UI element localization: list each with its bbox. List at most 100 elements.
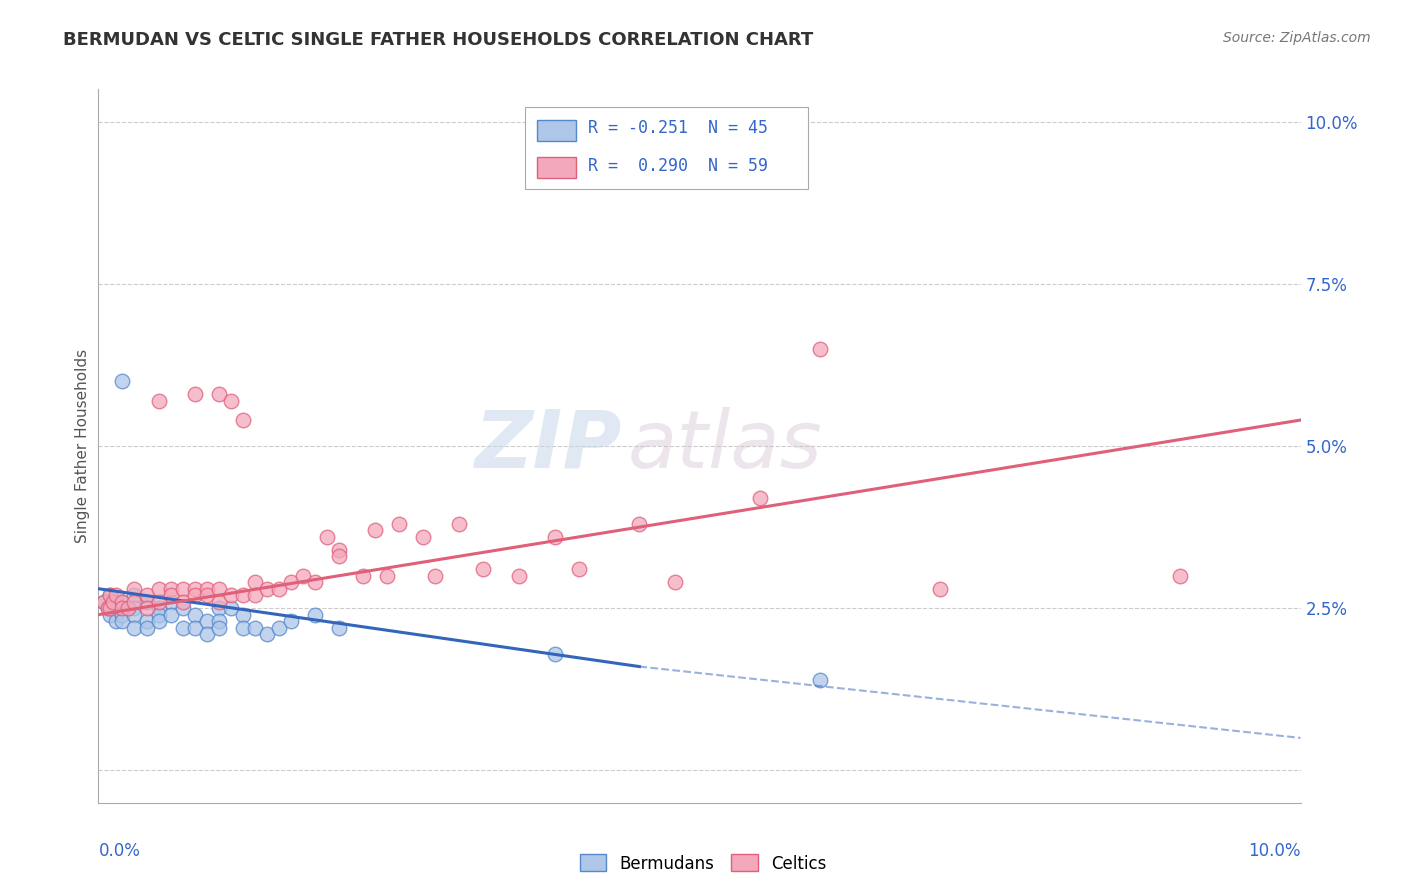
Point xyxy=(929,582,952,596)
Point xyxy=(124,595,146,609)
Point xyxy=(124,607,146,622)
Point xyxy=(195,582,218,596)
Point xyxy=(148,614,170,628)
Point xyxy=(808,673,831,687)
Point xyxy=(328,549,350,564)
Point xyxy=(148,595,170,609)
Point xyxy=(280,575,302,590)
Point xyxy=(103,595,125,609)
Point xyxy=(232,607,254,622)
Point xyxy=(291,568,314,582)
Y-axis label: Single Father Households: Single Father Households xyxy=(75,349,90,543)
FancyBboxPatch shape xyxy=(526,107,807,189)
Point xyxy=(105,601,128,615)
Bar xyxy=(537,157,575,178)
Point xyxy=(280,614,302,628)
Point xyxy=(148,393,170,408)
Point xyxy=(100,588,122,602)
Point xyxy=(508,568,530,582)
Point xyxy=(423,568,446,582)
Point xyxy=(183,588,205,602)
Point xyxy=(93,595,115,609)
Point xyxy=(195,588,218,602)
Point xyxy=(159,582,181,596)
Point xyxy=(208,621,231,635)
Bar xyxy=(537,120,575,141)
Point xyxy=(117,601,139,615)
Point xyxy=(219,601,242,615)
Point xyxy=(388,516,411,531)
Point xyxy=(135,595,157,609)
Point xyxy=(111,595,134,609)
Point xyxy=(135,601,157,615)
Point xyxy=(219,588,242,602)
Point xyxy=(352,568,374,582)
Point xyxy=(159,607,181,622)
Point xyxy=(808,342,831,356)
Point xyxy=(232,621,254,635)
Point xyxy=(183,621,205,635)
Point xyxy=(135,588,157,602)
Point xyxy=(208,582,231,596)
Point xyxy=(100,607,122,622)
Point xyxy=(364,524,387,538)
Point xyxy=(208,387,231,401)
Point xyxy=(256,582,278,596)
Text: R = -0.251  N = 45: R = -0.251 N = 45 xyxy=(588,120,768,137)
Point xyxy=(243,621,266,635)
Point xyxy=(159,588,181,602)
Point xyxy=(183,607,205,622)
Point xyxy=(148,607,170,622)
Point xyxy=(124,621,146,635)
Text: 0.0%: 0.0% xyxy=(98,842,141,860)
Point xyxy=(664,575,686,590)
Point xyxy=(124,601,146,615)
Point xyxy=(111,614,134,628)
Point xyxy=(183,582,205,596)
Text: BERMUDAN VS CELTIC SINGLE FATHER HOUSEHOLDS CORRELATION CHART: BERMUDAN VS CELTIC SINGLE FATHER HOUSEHO… xyxy=(63,31,814,49)
Point xyxy=(208,614,231,628)
Point xyxy=(447,516,470,531)
Point xyxy=(628,516,651,531)
Point xyxy=(304,575,326,590)
Point xyxy=(111,595,134,609)
Point xyxy=(97,601,120,615)
Point xyxy=(117,601,139,615)
Point xyxy=(97,601,120,615)
Point xyxy=(568,562,591,576)
Point xyxy=(195,627,218,641)
Point xyxy=(472,562,495,576)
Point xyxy=(172,582,194,596)
Point xyxy=(93,595,115,609)
Point xyxy=(232,588,254,602)
Point xyxy=(544,647,567,661)
Point xyxy=(148,601,170,615)
Point xyxy=(328,621,350,635)
Point xyxy=(105,588,128,602)
Point xyxy=(124,588,146,602)
Point xyxy=(172,595,194,609)
Point xyxy=(219,393,242,408)
Point xyxy=(100,588,122,602)
Text: ZIP: ZIP xyxy=(474,407,621,485)
Point xyxy=(183,387,205,401)
Point xyxy=(105,614,128,628)
Point xyxy=(148,582,170,596)
Point xyxy=(243,575,266,590)
Point xyxy=(375,568,398,582)
Point xyxy=(172,601,194,615)
Point xyxy=(135,621,157,635)
Point xyxy=(159,595,181,609)
Point xyxy=(208,601,231,615)
Point xyxy=(195,614,218,628)
Text: R =  0.290  N = 59: R = 0.290 N = 59 xyxy=(588,157,768,175)
Point xyxy=(304,607,326,622)
Point xyxy=(544,530,567,544)
Point xyxy=(1170,568,1192,582)
Point xyxy=(232,413,254,427)
Text: Source: ZipAtlas.com: Source: ZipAtlas.com xyxy=(1223,31,1371,45)
Point xyxy=(111,601,134,615)
Point xyxy=(267,582,290,596)
Point xyxy=(111,374,134,388)
Text: atlas: atlas xyxy=(627,407,823,485)
